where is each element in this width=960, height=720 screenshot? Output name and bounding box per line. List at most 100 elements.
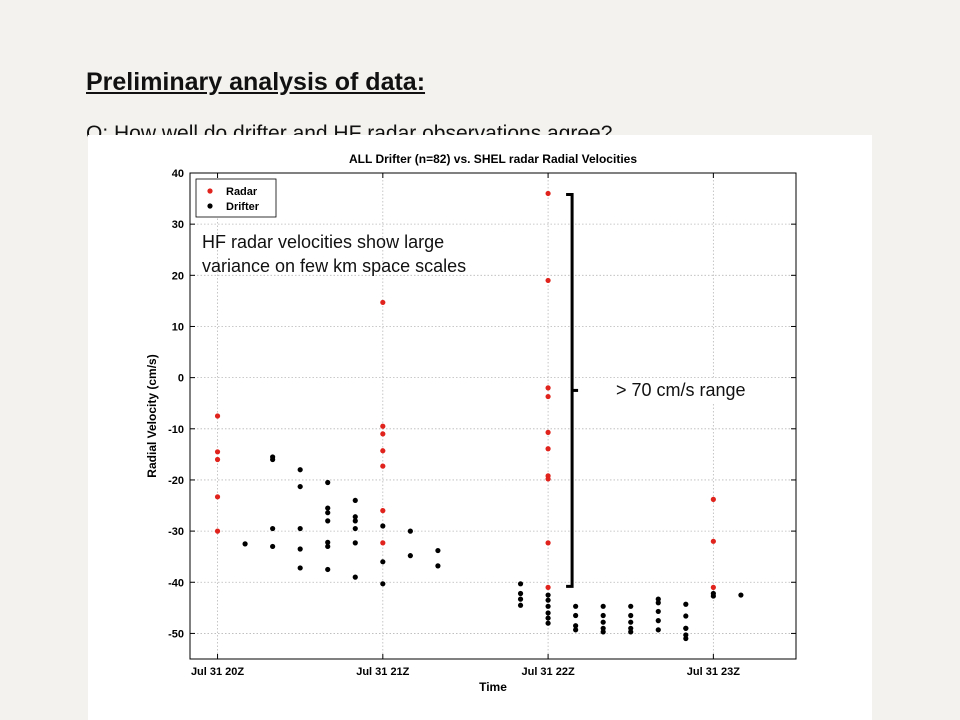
y-tick-label: 30 [172,219,184,231]
drifter-point [628,619,634,625]
radar-point [545,385,551,391]
y-axis-label: Radial Velocity (cm/s) [145,354,159,477]
drifter-point [545,603,551,609]
radar-point [380,463,386,469]
drifter-point [352,518,358,524]
y-tick-label: -30 [168,526,184,538]
drifter-point [352,525,358,532]
drifter-point [683,625,689,631]
radar-point [380,508,386,514]
x-tick-label: Jul 31 20Z [191,666,244,678]
drifter-point [517,581,524,587]
drifter-point [517,590,524,597]
drifter-point [270,543,276,550]
drifter-point [545,610,551,616]
radar-point [380,540,386,546]
drifter-point [407,553,413,559]
drifter-point [325,518,331,524]
drifter-point [380,523,386,529]
drifter-point [352,574,358,580]
axes [189,172,797,660]
radar-point [380,299,386,306]
legend: Radar Drifter [195,178,277,218]
drifter-point [545,620,551,626]
drifter-point [655,627,661,633]
drifter-point [352,514,358,520]
radar-point [214,449,221,455]
drifter-point [545,615,551,621]
variance-annotation: HF radar velocities show large variance … [202,230,466,278]
drifter-point [435,547,441,554]
drifter-point [573,627,579,633]
drifter-point [600,603,606,609]
y-tick-label: -50 [168,628,184,640]
x-tick-label: Jul 31 23Z [687,666,740,678]
drifter-point [297,467,303,473]
radar-point [545,277,551,284]
drifter-point [545,592,551,598]
y-tick-label: 10 [172,321,184,333]
drifter-point [683,635,689,642]
drifter-point [270,525,276,532]
radar-point [545,446,551,452]
radar-point [545,540,551,546]
radar-point [545,584,551,590]
drifter-point [738,592,744,598]
drifter-point [352,497,358,504]
x-tick-label: Jul 31 22Z [521,666,574,678]
drifter-point [628,625,634,631]
drifter-point [435,563,441,569]
radar-point [380,431,386,437]
data-points [214,190,744,642]
drifter-point [600,619,606,625]
drifter-point [517,602,524,608]
scatter-chart: 40 30 20 10 0 -10 -20 -30 -40 -50 Jul 31 20Z Jul 31… [145,152,797,694]
drifter-point [655,608,661,615]
drifter-point [655,618,661,624]
range-bracket [566,192,579,588]
radar-point [214,456,221,463]
range-annotation: > 70 cm/s range [612,378,750,402]
drifter-point [297,546,303,552]
radar-point [545,190,551,197]
drifter-point [573,603,579,609]
drifter-point [380,581,386,587]
y-tick-label: 20 [172,270,184,282]
x-axis-label: Time [479,680,507,694]
drifter-point [352,540,358,546]
drifter-point [407,528,413,534]
plot-frame [189,172,797,660]
x-tick-label: Jul 31 21Z [356,666,409,678]
drifter-point [297,565,303,571]
drifter-point [628,629,634,635]
radar-point [545,393,551,400]
drifter-point [270,456,276,463]
radar-point [710,538,716,544]
range-bracket-line [566,192,574,588]
legend-marker-radar [207,188,213,194]
radar-point [545,429,551,435]
drifter-point [573,623,579,629]
radar-point [214,413,221,419]
drifter-point [628,612,634,619]
drifter-point [517,596,524,602]
drifter-point [600,629,606,635]
radar-point [380,448,386,454]
drifter-point [655,600,661,606]
y-tick-label: -40 [168,577,184,589]
variance-annotation-line1: HF radar velocities show large [202,232,445,252]
radar-point [710,496,716,502]
y-tick-label: -10 [168,424,184,436]
drifter-point [380,559,386,565]
radar-point [545,476,551,482]
drifter-point [297,483,303,490]
axis-labels: 40 30 20 10 0 -10 -20 -30 -40 -50 Jul 31 20Z Jul 31… [145,152,740,694]
drifter-point [600,612,606,619]
y-tick-label: 40 [172,168,184,180]
radar-point [380,423,386,429]
drifter-point [683,601,689,607]
drifter-point [297,525,303,532]
radar-point [214,528,221,534]
legend-marker-drifter [207,203,213,209]
y-tick-label: 0 [178,373,184,385]
